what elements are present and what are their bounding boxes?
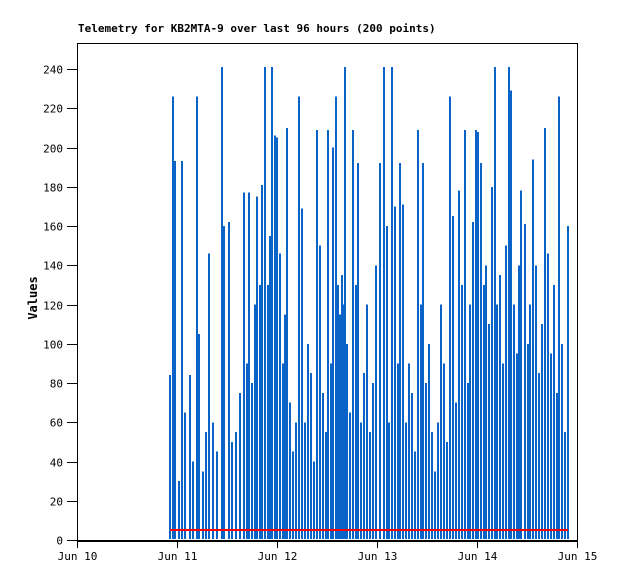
y-tick-label: 140 [43, 260, 63, 273]
x-tick-label: Jun 15 [558, 550, 598, 563]
plot-border [77, 43, 578, 541]
y-tick-label: 0 [56, 535, 63, 548]
y-tick-label: 120 [43, 300, 63, 313]
y-tick-label: 40 [50, 457, 63, 470]
x-tick-label: Jun 11 [158, 550, 198, 563]
y-tick-label: 80 [50, 378, 63, 391]
y-tick-label: 200 [43, 143, 63, 156]
y-tick-label: 180 [43, 182, 63, 195]
x-tick-label: Jun 12 [258, 550, 298, 563]
y-tick-label: 20 [50, 496, 63, 509]
y-tick-label: 240 [43, 64, 63, 77]
chart-title: Telemetry for KB2MTA-9 over last 96 hour… [78, 22, 436, 35]
y-tick-label: 60 [50, 417, 63, 430]
y-tick-label: 100 [43, 339, 63, 352]
y-tick-label: 160 [43, 221, 63, 234]
x-tick-label: Jun 14 [458, 550, 498, 563]
x-tick-label: Jun 13 [358, 550, 398, 563]
y-tick-label: 220 [43, 103, 63, 116]
x-tick-label: Jun 10 [58, 550, 98, 563]
